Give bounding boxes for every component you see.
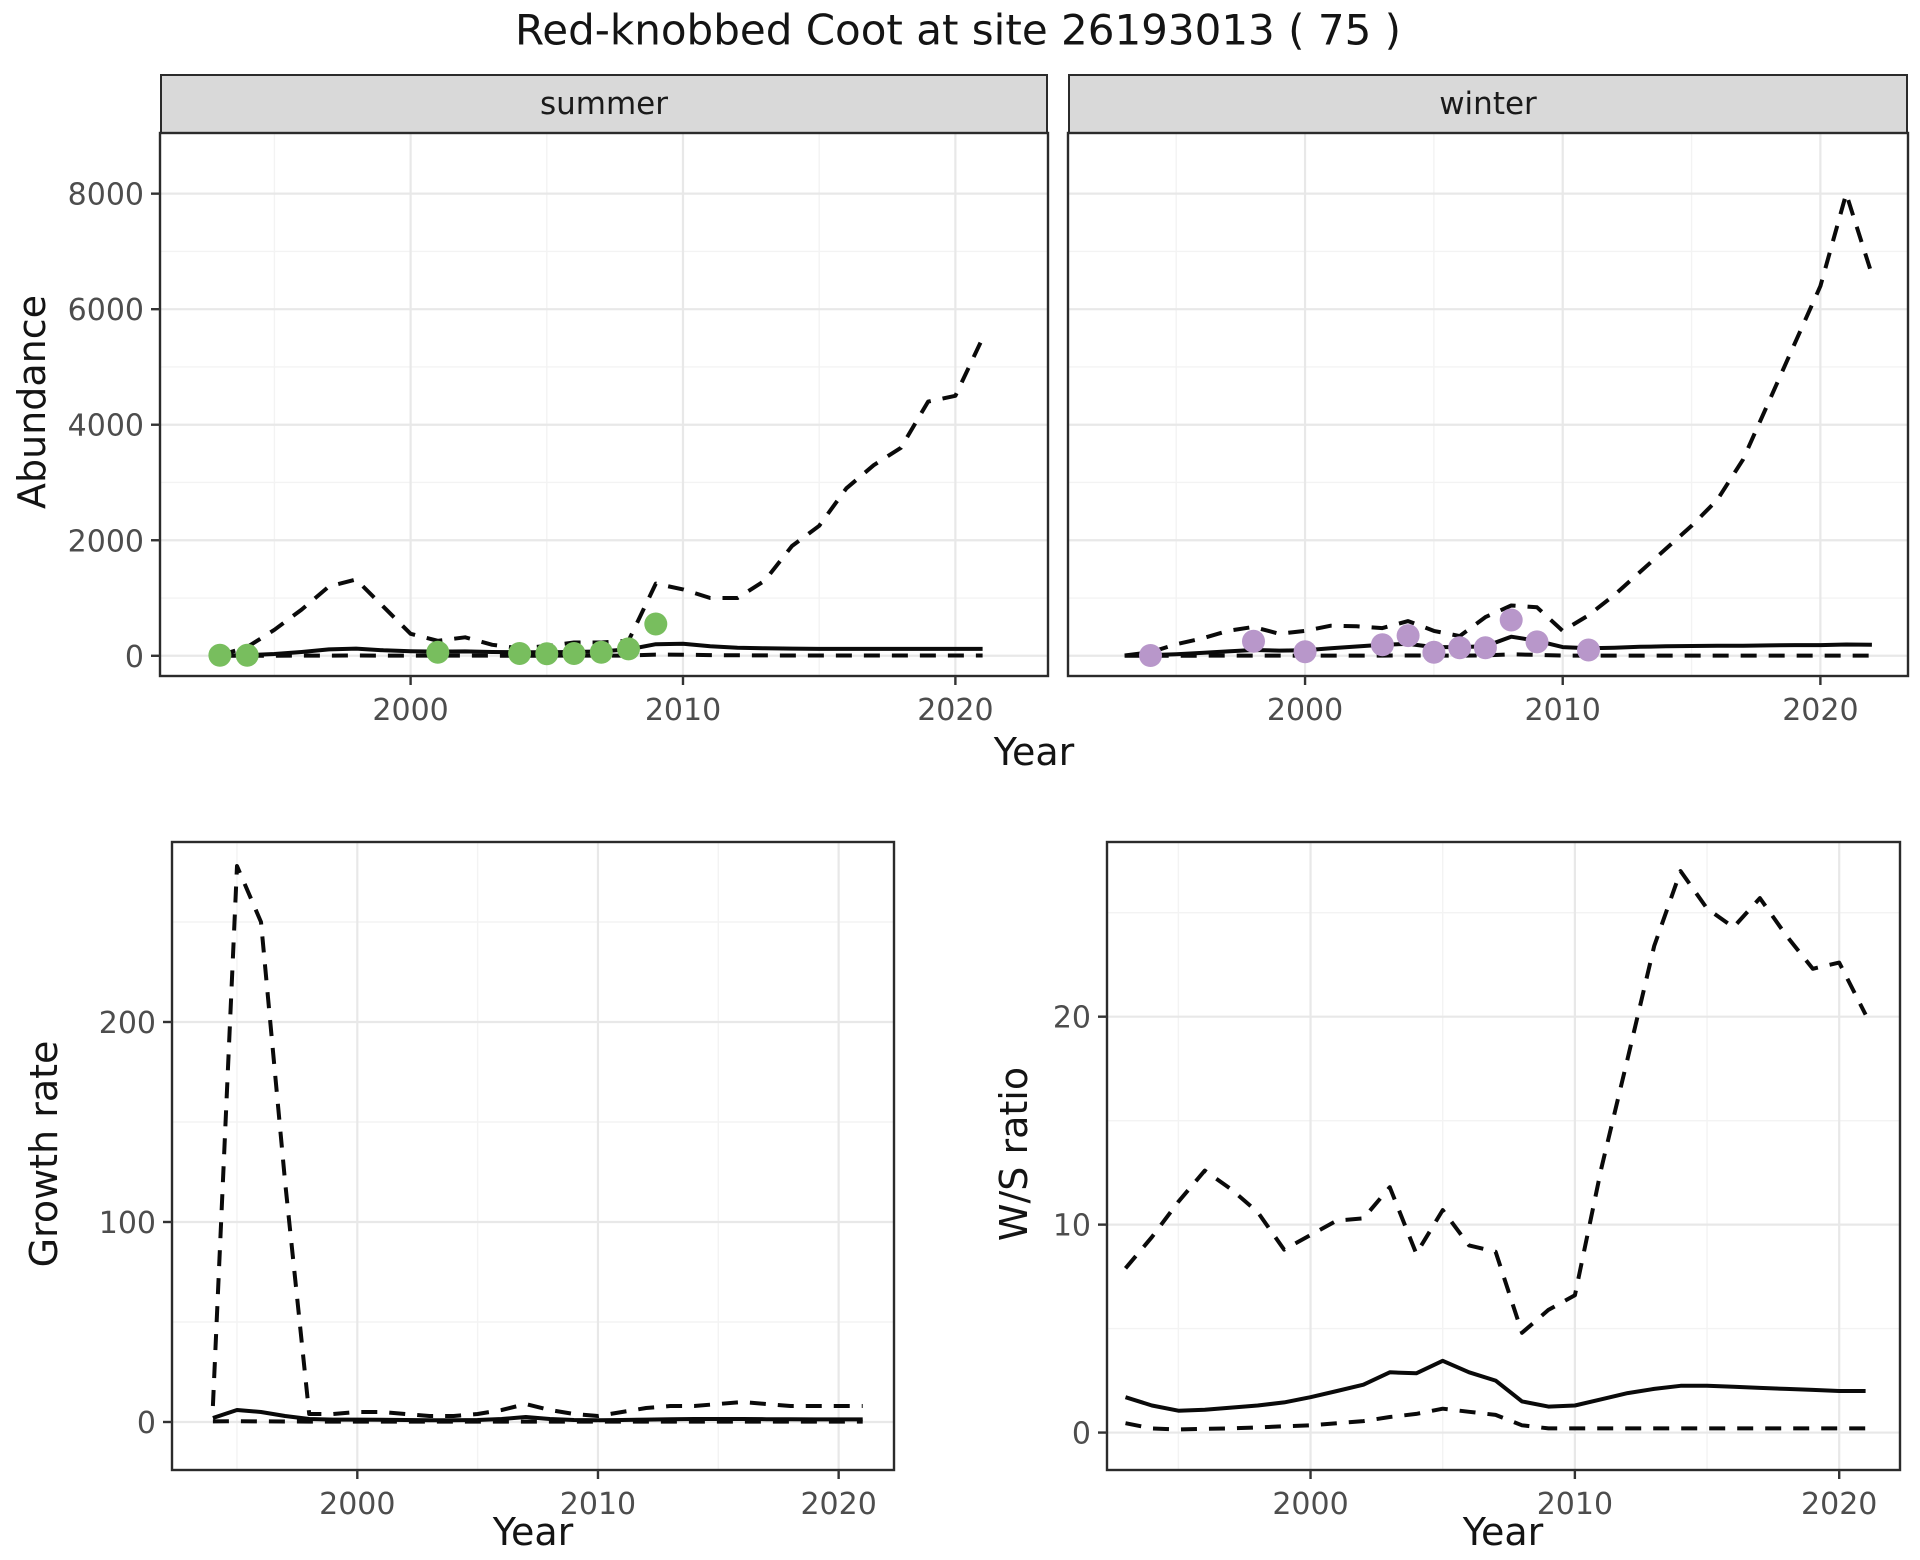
observed-count-winter-point (1499, 608, 1523, 632)
observed-count-winter-point (1139, 644, 1162, 667)
growth-rate-chart: 2000 2010 2020 0 100 200 (60, 834, 904, 1524)
observed-count-winter-point (1242, 629, 1265, 653)
observed-count-summer-point (644, 612, 668, 636)
abundance-summer-chart: 2000 2010 2020 0 2000 4000 6000 8000 (60, 125, 1058, 725)
ws-ratio-lower_95ci-line (1125, 1406, 1866, 1432)
abundance-winter-x-tick-label: 2010 (1525, 693, 1601, 725)
growth-rate-y-tick-label: 100 (99, 1206, 156, 1241)
abundance-winter-x-tick-label: 2020 (1782, 693, 1858, 725)
abundance-winter-lower_95ci-line (1124, 652, 1872, 658)
observed-count-summer-point (535, 642, 559, 666)
observed-count-winter-point (1473, 636, 1497, 660)
growth-rate-svg: 2000 2010 2020 0 100 200 (99, 840, 896, 1522)
facet-strip-summer: summer (160, 74, 1048, 134)
ws-ratio-x-tick-label: 2010 (1537, 1487, 1613, 1522)
growth-rate-y-tick-label: 200 (99, 1006, 156, 1041)
abundance-summer-x-tick-label: 2000 (372, 693, 448, 725)
abundance-summer-x-tick-label: 2010 (645, 693, 721, 725)
facet-strip-summer-label: summer (539, 86, 668, 122)
ws-ratio-x-tick-label: 2000 (1272, 1487, 1348, 1522)
growth-rate-x-tick-label: 2000 (319, 1487, 395, 1522)
observed-count-winter-point (1422, 640, 1446, 664)
page-title: Red-knobbed Coot at site 26193013 ( 75 ) (514, 5, 1402, 55)
observed-count-winter-point (1396, 624, 1420, 648)
abundance-summer-lower_95ci-line (219, 652, 983, 658)
abundance-winter-x-tick-label: 2000 (1267, 693, 1343, 725)
growth-rate-y-tick-label: 0 (137, 1406, 156, 1441)
abundance-winter-upper_95ci-line (1124, 191, 1874, 658)
ws-ratio-y-tick-label: 10 (1053, 1209, 1091, 1244)
observed-count-winter-point (1370, 633, 1394, 657)
observed-count-winter-point (1577, 638, 1600, 662)
ws-ratio-y-tick-label: 0 (1072, 1417, 1091, 1452)
observed-count-summer-point (562, 642, 586, 665)
growth-rate-x-tick-label: 2010 (560, 1487, 636, 1522)
ws-ratio-chart: 2000 2010 2020 0 10 20 (990, 834, 1910, 1524)
y-axis-title-ws-ratio: W/S ratio (992, 1066, 1036, 1242)
abundance-summer-y-tick-label: 4000 (68, 409, 144, 444)
ws-ratio-x-tick-label: 2020 (1801, 1487, 1877, 1522)
abundance-summer-y-tick-label: 8000 (68, 178, 144, 213)
x-axis-title-year-growth: Year (492, 1510, 574, 1554)
growth-rate-x-tick-label: 2020 (800, 1487, 876, 1522)
abundance-winter-chart: 2000 2010 2020 (1058, 125, 1918, 725)
ws-ratio-y-tick-label: 20 (1053, 1001, 1091, 1036)
x-axis-title-year-ws: Year (1462, 1510, 1544, 1554)
ws-ratio-upper_95ci-line (1123, 869, 1868, 1335)
ws-ratio-estimate-line (1124, 1358, 1866, 1413)
abundance-summer-x-tick-label: 2020 (917, 693, 993, 725)
x-axis-title-year-top: Year (993, 730, 1075, 774)
observed-count-summer-point (426, 640, 450, 664)
observed-count-summer-point (208, 643, 232, 667)
ws-ratio-svg: 2000 2010 2020 0 10 20 (1053, 840, 1902, 1522)
abundance-summer-svg: 2000 2010 2020 0 2000 4000 6000 8000 (68, 131, 1050, 725)
abundance-winter-svg: 2000 2010 2020 (1066, 131, 1910, 725)
y-axis-title-growth-rate: Growth rate (22, 1040, 66, 1268)
observed-count-winter-point (1293, 640, 1317, 664)
observed-count-summer-point (235, 643, 259, 667)
abundance-summer-y-tick-label: 6000 (68, 293, 144, 328)
y-axis-title-abundance: Abundance (10, 294, 54, 510)
growth-rate-estimate-line (212, 1408, 863, 1423)
observed-count-winter-point (1448, 636, 1472, 660)
observed-count-summer-point (508, 642, 532, 665)
growth-rate-upper_95ci-line (210, 864, 863, 1418)
observed-count-summer-point (589, 640, 613, 664)
observed-count-summer-point (617, 637, 640, 661)
abundance-summer-y-tick-label: 2000 (68, 524, 144, 559)
facet-strip-winter-label: winter (1439, 86, 1537, 122)
abundance-summer-y-tick-label: 0 (125, 640, 144, 675)
observed-count-winter-point (1525, 630, 1549, 654)
